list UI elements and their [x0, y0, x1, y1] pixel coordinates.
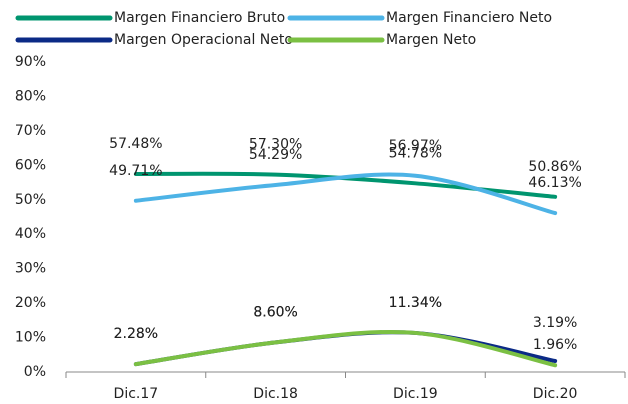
data-label: 8.60%: [253, 304, 297, 320]
series-line: [133, 172, 558, 216]
legend-label: Margen Financiero Bruto: [114, 10, 285, 26]
data-label: 8.60%: [253, 304, 297, 320]
data-label: 11.34%: [389, 295, 442, 311]
legend-label: Margen Neto: [386, 32, 476, 48]
series-line: [133, 329, 558, 368]
legend-label: Margen Financiero Neto: [386, 10, 552, 26]
data-label: 49.71%: [109, 163, 162, 179]
y-tick-label: 0%: [24, 364, 46, 380]
data-label: 2.28%: [114, 326, 158, 342]
y-tick-label: 70%: [15, 123, 46, 139]
y-tick-label: 90%: [15, 54, 46, 70]
x-tick-label: Dic.20: [533, 386, 578, 402]
data-label: 50.86%: [528, 159, 581, 175]
y-tick-label: 30%: [15, 261, 46, 277]
data-label: 46.13%: [528, 175, 581, 191]
y-tick-label: 60%: [15, 157, 46, 173]
data-label: 11.34%: [389, 295, 442, 311]
x-tick-label: Dic.19: [393, 386, 438, 402]
x-tick-label: Dic.17: [114, 386, 159, 402]
data-label: 2.28%: [114, 326, 158, 342]
data-label: 56.97%: [389, 138, 442, 154]
y-tick-label: 40%: [15, 226, 46, 242]
y-tick-label: 80%: [15, 88, 46, 104]
y-tick-label: 50%: [15, 192, 46, 208]
legend-label: Margen Operacional Neto: [114, 32, 293, 48]
data-label: 3.19%: [533, 315, 577, 331]
data-label: 57.48%: [109, 136, 162, 152]
data-label: 57.30%: [249, 137, 302, 153]
data-label: 1.96%: [533, 337, 577, 353]
data-label: 54.29%: [249, 147, 302, 163]
y-tick-label: 20%: [15, 295, 46, 311]
x-tick-label: Dic.18: [253, 386, 298, 402]
y-tick-label: 10%: [15, 330, 46, 346]
data-label: 54.78%: [389, 145, 442, 161]
